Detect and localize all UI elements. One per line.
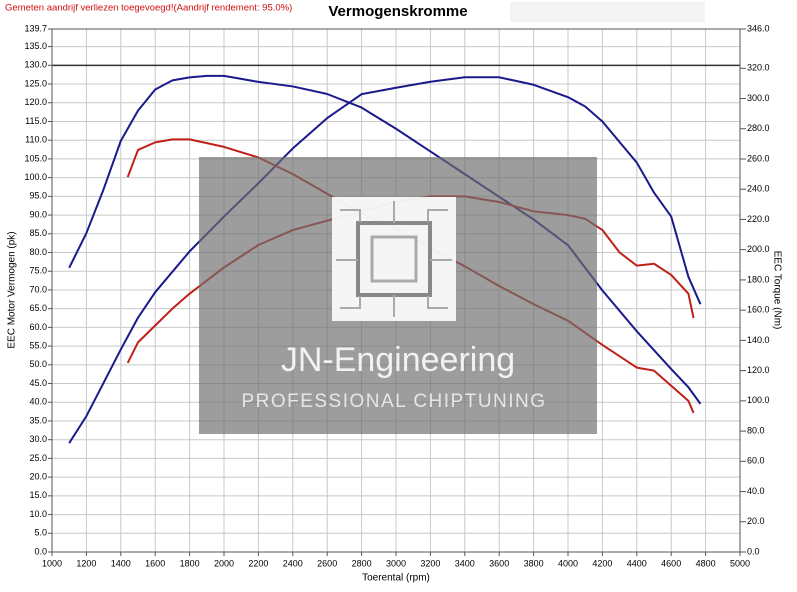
y-tick-label: 120.0 bbox=[24, 97, 47, 107]
y-tick-label: 95.0 bbox=[29, 191, 47, 201]
x-tick-label: 2400 bbox=[283, 558, 303, 568]
x-tick-label: 4000 bbox=[558, 558, 578, 568]
y-axis-label: EEC Motor Vermogen (pk) bbox=[7, 231, 18, 348]
y-tick-label: 75.0 bbox=[29, 266, 47, 276]
y-tick-label: 0.0 bbox=[34, 546, 47, 556]
y-tick-label: 35.0 bbox=[29, 415, 47, 425]
x-tick-label: 3400 bbox=[455, 558, 475, 568]
y-tick-label: 80.0 bbox=[29, 247, 47, 257]
x-tick-label: 5000 bbox=[730, 558, 750, 568]
logo-traces bbox=[336, 201, 452, 317]
y2-tick-label: 180.0 bbox=[747, 274, 770, 284]
note: Gemeten aandrijf verliezen toegevoegd!(A… bbox=[5, 3, 292, 14]
y-tick-label: 105.0 bbox=[24, 153, 47, 163]
y-tick-label: 70.0 bbox=[29, 284, 47, 294]
y2-tick-label: 300.0 bbox=[747, 93, 770, 103]
y-tick-label: 115.0 bbox=[25, 116, 47, 126]
watermark: JN-Engineering PROFESSIONAL CHIPTUNING bbox=[199, 157, 597, 434]
x-tick-label: 3000 bbox=[386, 558, 406, 568]
y-tick-label: 25.0 bbox=[29, 453, 47, 463]
y2-tick-label: 260.0 bbox=[747, 153, 770, 163]
x-tick-label: 4400 bbox=[627, 558, 647, 568]
y-tick-label: 85.0 bbox=[29, 228, 47, 238]
x-tick-label: 1000 bbox=[42, 558, 62, 568]
y2-tick-label: 320.0 bbox=[747, 63, 770, 73]
y-tick-label: 30.0 bbox=[29, 434, 47, 444]
x-axis-label: Toerental (rpm) bbox=[362, 573, 430, 584]
y2-tick-label: 60.0 bbox=[747, 456, 765, 466]
logo-core bbox=[370, 235, 418, 283]
chart-title: Vermogenskromme bbox=[328, 3, 467, 20]
curve bbox=[68, 76, 702, 444]
y-tick-label: 90.0 bbox=[29, 209, 47, 219]
y2-tick-label: 200.0 bbox=[747, 244, 770, 254]
y2-tick-label: 220.0 bbox=[747, 214, 770, 224]
x-tick-label: 2600 bbox=[317, 558, 337, 568]
y2-tick-label: 20.0 bbox=[747, 516, 765, 526]
x-tick-label: 1800 bbox=[180, 558, 200, 568]
y-tick-label: 15.0 bbox=[29, 490, 47, 500]
x-tick-label: 4600 bbox=[661, 558, 681, 568]
y-tick-label: 135.0 bbox=[24, 41, 47, 51]
x-tick-label: 3800 bbox=[524, 558, 544, 568]
y-tick-label: 125.0 bbox=[24, 78, 47, 88]
y2-tick-label: 100.0 bbox=[747, 395, 770, 405]
y-tick-label: 45.0 bbox=[29, 378, 47, 388]
y-tick-label: 10.0 bbox=[29, 509, 47, 519]
x-tick-label: 2800 bbox=[352, 558, 372, 568]
y-tick-label: 139.7 bbox=[24, 23, 47, 33]
y2-tick-label: 346.0 bbox=[747, 23, 770, 33]
x-tick-label: 2200 bbox=[248, 558, 268, 568]
y-tick-label: 55.0 bbox=[29, 340, 47, 350]
y-tick-label: 100.0 bbox=[24, 172, 47, 182]
y-tick-label: 60.0 bbox=[29, 322, 47, 332]
y2-tick-label: 240.0 bbox=[747, 184, 770, 194]
y-tick-label: 50.0 bbox=[29, 359, 47, 369]
y2-tick-label: 280.0 bbox=[747, 123, 770, 133]
x-tick-label: 4200 bbox=[592, 558, 612, 568]
x-tick-label: 1600 bbox=[145, 558, 165, 568]
watermark-title: JN-Engineering bbox=[281, 341, 515, 379]
y2-tick-label: 40.0 bbox=[747, 486, 765, 496]
y2-tick-label: 80.0 bbox=[747, 425, 765, 435]
x-tick-label: 4800 bbox=[696, 558, 716, 568]
y2-tick-label: 120.0 bbox=[747, 365, 770, 375]
y2-axis-label: EEC Torque (Nm) bbox=[771, 251, 782, 330]
x-tick-label: 2000 bbox=[214, 558, 234, 568]
y-tick-label: 40.0 bbox=[29, 397, 47, 407]
title-box bbox=[510, 2, 705, 22]
y-tick-label: 5.0 bbox=[34, 528, 47, 538]
plot-frame bbox=[51, 28, 741, 553]
x-tick-label: 3200 bbox=[420, 558, 440, 568]
watermark-subtitle: PROFESSIONAL CHIPTUNING bbox=[241, 391, 546, 412]
y2-tick-label: 160.0 bbox=[747, 305, 770, 315]
y-tick-label: 20.0 bbox=[29, 472, 47, 482]
y-tick-label: 110.0 bbox=[25, 135, 47, 145]
x-tick-label: 1200 bbox=[76, 558, 96, 568]
y2-tick-label: 0.0 bbox=[747, 546, 760, 556]
grid: 1000 1200 1400 1600 1800 2000 2200 2400 2600 2800… bbox=[24, 23, 769, 568]
y-tick-label: 65.0 bbox=[29, 303, 47, 313]
x-tick-label: 3600 bbox=[489, 558, 509, 568]
y2-tick-label: 140.0 bbox=[747, 335, 770, 345]
x-tick-label: 1400 bbox=[111, 558, 131, 568]
y-tick-label: 130.0 bbox=[24, 60, 47, 70]
